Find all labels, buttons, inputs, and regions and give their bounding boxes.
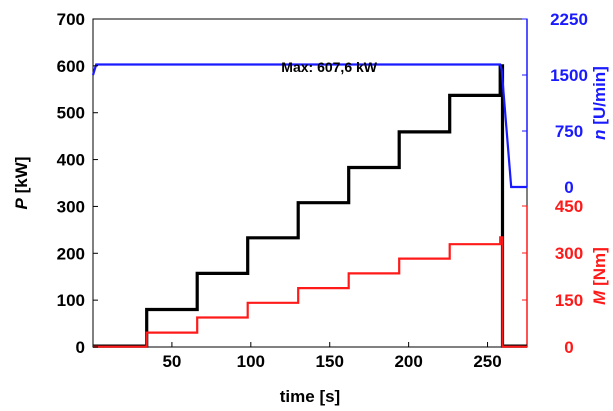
- power-tick-label-4: 400: [57, 151, 85, 170]
- x-axis-title: time [s]: [280, 387, 340, 406]
- x-tick-label-3: 200: [394, 352, 422, 371]
- x-tick-label-1: 100: [237, 352, 265, 371]
- left-axis-title: P [kW]: [12, 157, 31, 210]
- right-axis-speed-title: n [U/min]: [590, 66, 609, 140]
- ticks-layer: 50 100 150 200 250 0 100 200 300 400 500 600 700 0 750…: [57, 10, 588, 371]
- torque-tick-label-1: 150: [555, 291, 583, 310]
- series-torque-line: [93, 236, 527, 348]
- torque-tick-label-3: 450: [555, 197, 583, 216]
- speed-tick-label-0: 0: [564, 178, 573, 197]
- x-tick-label-4: 250: [473, 352, 501, 371]
- left-axis-unit: [kW]: [12, 157, 31, 194]
- power-tick-label-1: 100: [57, 291, 85, 310]
- speed-tick-label-3: 2250: [550, 10, 588, 29]
- x-tick-label-2: 150: [316, 352, 344, 371]
- torque-axis-unit: [Nm]: [590, 247, 609, 286]
- power-tick-label-7: 700: [57, 10, 85, 29]
- series-speed-line: [91, 63, 527, 189]
- speed-tick-label-2: 1500: [550, 66, 588, 85]
- speed-axis-symbol: n: [590, 129, 609, 139]
- power-tick-label-5: 500: [57, 104, 85, 123]
- torque-axis-symbol: M: [590, 290, 609, 305]
- right-axis-torque-title: M [Nm]: [590, 247, 609, 305]
- power-tick-label-0: 0: [76, 338, 85, 357]
- x-tick-label-0: 50: [162, 352, 181, 371]
- series-layer: [91, 63, 527, 348]
- speed-axis-unit: [U/min]: [590, 66, 609, 125]
- power-tick-label-6: 600: [57, 57, 85, 76]
- series-power-line: [93, 64, 527, 348]
- torque-tick-label-0: 0: [564, 338, 573, 357]
- annotation-max-power: Max: 607,6 kW: [281, 59, 377, 75]
- torque-tick-label-2: 300: [555, 244, 583, 263]
- power-tick-label-2: 200: [57, 244, 85, 263]
- power-tick-label-3: 300: [57, 197, 85, 216]
- speed-tick-label-1: 750: [555, 122, 583, 141]
- left-axis-symbol: P: [12, 197, 31, 209]
